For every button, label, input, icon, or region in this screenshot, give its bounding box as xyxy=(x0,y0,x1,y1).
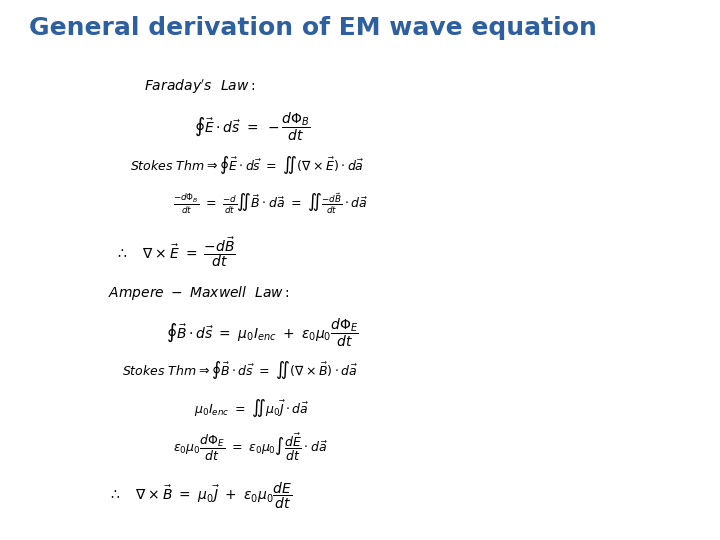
Text: $\therefore\quad \nabla \times \vec{B}\ =\ \mu_0\vec{J}\ +\ \varepsilon_0\mu_0 \: $\therefore\quad \nabla \times \vec{B}\ … xyxy=(108,481,292,511)
Text: $\varepsilon_0\mu_0 \dfrac{d\Phi_E}{dt}\ =\ \varepsilon_0\mu_0 \int \dfrac{d\vec: $\varepsilon_0\mu_0 \dfrac{d\Phi_E}{dt}\… xyxy=(173,432,328,463)
Text: General derivation of EM wave equation: General derivation of EM wave equation xyxy=(29,16,597,40)
Text: $\mu_0 I_{enc}\ =\ \iint \mu_0 \vec{J} \cdot d\vec{a}$: $\mu_0 I_{enc}\ =\ \iint \mu_0 \vec{J} \… xyxy=(194,397,310,419)
Text: $\frac{-d\Phi_B}{dt}\ =\ \frac{-d}{dt}\iint \vec{B} \cdot d\vec{a}\ =\ \iint \fr: $\frac{-d\Phi_B}{dt}\ =\ \frac{-d}{dt}\i… xyxy=(173,192,368,216)
Text: $\oint \vec{E} \cdot d\vec{s}\ =\ -\dfrac{d\Phi_B}{dt}$: $\oint \vec{E} \cdot d\vec{s}\ =\ -\dfra… xyxy=(194,111,311,144)
Text: $\therefore\quad \nabla \times \vec{E}\ =\ \dfrac{-d\vec{B}}{dt}$: $\therefore\quad \nabla \times \vec{E}\ … xyxy=(115,235,236,269)
Text: $\mathit{Ampere\ -\ Maxwell\ \ Law:}$: $\mathit{Ampere\ -\ Maxwell\ \ Law:}$ xyxy=(108,284,290,301)
Text: $\mathit{Stokes\ Thm} \Rightarrow \oint \vec{B} \cdot d\vec{s}\ =\ \iint (\nabla: $\mathit{Stokes\ Thm} \Rightarrow \oint … xyxy=(122,359,359,381)
Text: $\oint \vec{B} \cdot d\vec{s}\ =\ \mu_0 I_{enc}\ +\ \varepsilon_0\mu_0 \dfrac{d\: $\oint \vec{B} \cdot d\vec{s}\ =\ \mu_0 … xyxy=(166,316,359,349)
Text: $\mathit{Faraday's\ \ Law:}$: $\mathit{Faraday's\ \ Law:}$ xyxy=(144,78,256,97)
Text: $\mathit{Stokes\ Thm} \Rightarrow \oint \vec{E} \cdot d\vec{s}\ =\ \iint (\nabla: $\mathit{Stokes\ Thm} \Rightarrow \oint … xyxy=(130,154,364,176)
